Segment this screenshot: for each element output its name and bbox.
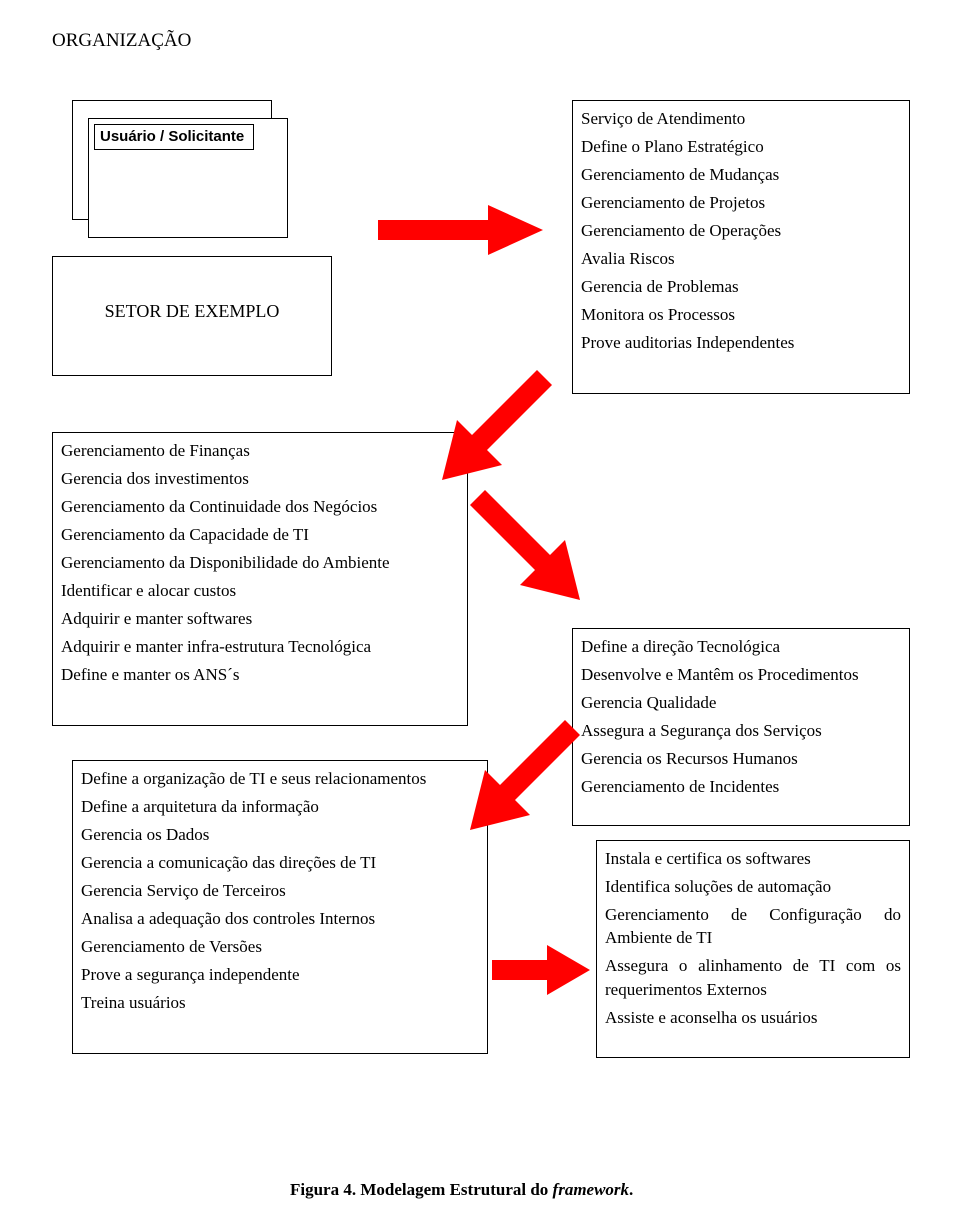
list-item: Gerencia a comunicação das direções de T… [81,849,479,877]
list-item: Gerenciamento de Configuração do Ambient… [605,901,901,953]
list-item: Avalia Riscos [581,245,901,273]
list-item: Assegura a Segurança dos Serviços [581,717,901,745]
box-right-bottom: Instala e certifica os softwares Identif… [596,840,910,1058]
list-item: Gerenciamento de Finanças [61,437,459,465]
list-item: Gerencia os Recursos Humanos [581,745,901,773]
list-item: Gerenciamento da Disponibilidade do Ambi… [61,549,459,577]
list-item: Gerencia Qualidade [581,689,901,717]
list-item: Assegura o alinhamento de TI com os requ… [605,952,901,1004]
list-item: Define o Plano Estratégico [581,133,901,161]
figure-caption: Figura 4. Modelagem Estrutural do framew… [290,1180,633,1200]
list-item: Gerencia de Problemas [581,273,901,301]
list-item: Gerenciamento de Versões [81,933,479,961]
list-item: Monitora os Processos [581,301,901,329]
diagram-page: ORGANIZAÇÃO Usuário / Solicitante SETOR … [0,0,960,1229]
caption-lead: Figura 4. Modelagem Estrutural do [290,1180,553,1199]
list-item: Serviço de Atendimento [581,105,901,133]
list-item: Define a organização de TI e seus relaci… [81,765,479,793]
box-left-mid: Gerenciamento de Finanças Gerencia dos i… [52,432,468,726]
arrow-icon [470,720,580,830]
list-item: Identificar e alocar custos [61,577,459,605]
list-item: Prove auditorias Independentes [581,329,901,357]
list-item: Adquirir e manter softwares [61,605,459,633]
usuario-label: Usuário / Solicitante [100,128,244,145]
list-item: Gerenciamento de Operações [581,217,901,245]
setor-label: SETOR DE EXEMPLO [53,301,331,322]
list-item: Gerencia Serviço de Terceiros [81,877,479,905]
arrow-icon [378,200,548,260]
setor-box: SETOR DE EXEMPLO [52,256,332,376]
list-item: Gerenciamento de Incidentes [581,773,901,801]
arrow-icon [470,490,580,600]
list-item: Gerenciamento da Continuidade dos Negóci… [61,493,459,521]
list-item: Define a arquitetura da informação [81,793,479,821]
list-item: Treina usuários [81,989,479,1017]
box-left-bottom: Define a organização de TI e seus relaci… [72,760,488,1054]
list-item: Identifica soluções de automação [605,873,901,901]
list-item: Prove a segurança independente [81,961,479,989]
box-right-mid: Define a direção Tecnológica Desenvolve … [572,628,910,826]
list-item: Adquirir e manter infra-estrutura Tecnol… [61,633,459,661]
list-item: Desenvolve e Mantêm os Procedimentos [581,661,901,689]
caption-italic: framework [553,1180,630,1199]
caption-dot: . [629,1180,633,1199]
list-item: Gerenciamento da Capacidade de TI [61,521,459,549]
list-item: Gerenciamento de Mudanças [581,161,901,189]
list-item: Gerenciamento de Projetos [581,189,901,217]
box-top-right: Serviço de Atendimento Define o Plano Es… [572,100,910,394]
arrow-icon [442,370,552,480]
arrow-icon [492,940,592,1000]
page-title: ORGANIZAÇÃO [52,30,191,52]
list-item: Gerencia dos investimentos [61,465,459,493]
list-item: Define a direção Tecnológica [581,633,901,661]
list-item: Gerencia os Dados [81,821,479,849]
list-item: Instala e certifica os softwares [605,845,901,873]
list-item: Define e manter os ANS´s [61,661,459,689]
list-item: Assiste e aconselha os usuários [605,1004,901,1032]
list-item: Analisa a adequação dos controles Intern… [81,905,479,933]
